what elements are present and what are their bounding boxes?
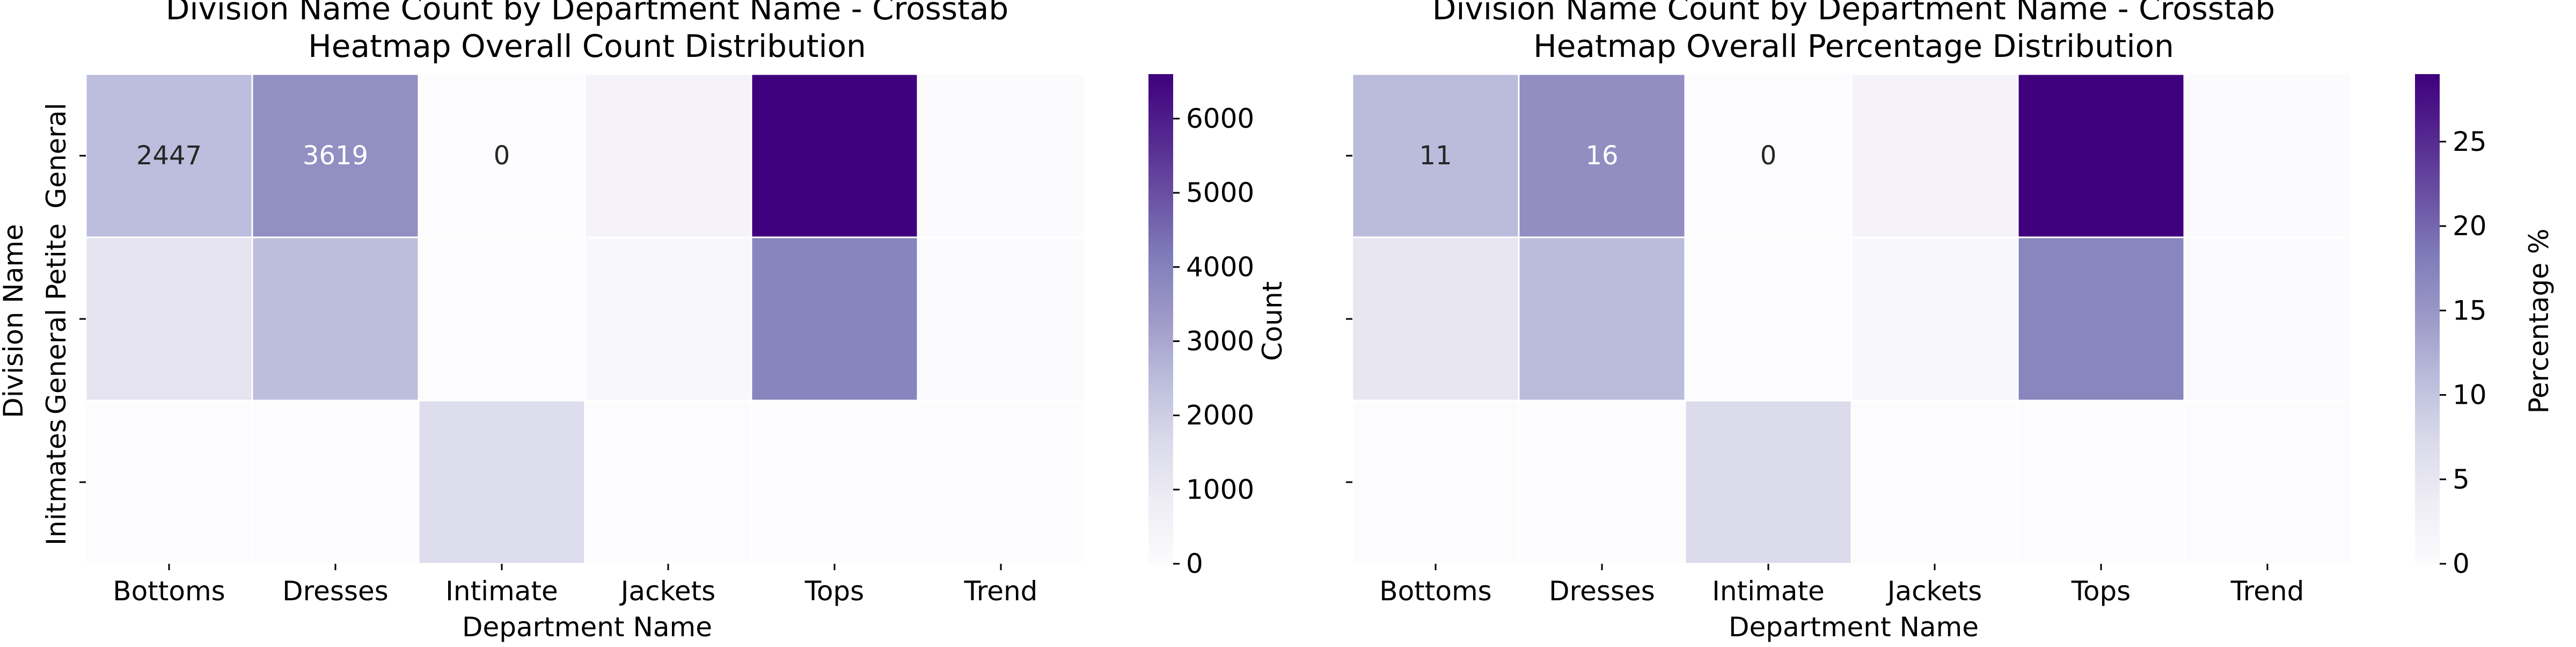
x-tick-label: Bottoms: [1379, 576, 1491, 607]
heatmap-cell: [418, 73, 586, 238]
heatmap-percentage-panel: Division Name Count by Department Name -…: [1346, 0, 2555, 643]
chart-subtitle: Heatmap Overall Count Distribution: [308, 28, 866, 64]
colorbar-tick-label: 15: [2453, 295, 2487, 326]
x-axis-label: Department Name: [462, 612, 712, 643]
colorbar-tick-label: 3000: [1186, 325, 1254, 357]
heatmap-cell: [1518, 399, 1686, 565]
heatmap-cell: [584, 73, 752, 238]
heatmap-cell: [1351, 73, 1520, 238]
colorbar: 0 1000 2000 3000 4000 5000 6000: [1148, 74, 1254, 579]
x-tick-label: Bottoms: [113, 576, 225, 607]
heatmap-cell: [1684, 399, 1853, 565]
heatmap-cell: [418, 236, 586, 402]
heatmap-cell: [1351, 399, 1520, 565]
heatmap-cell: [1684, 236, 1853, 402]
x-tick-label: Tops: [2071, 576, 2131, 607]
colorbar-tick-label: 0: [1186, 548, 1203, 579]
x-tick-label: Intimate: [1712, 576, 1825, 607]
heatmap-cell: [1351, 236, 1520, 402]
cell-value-label: 0: [494, 141, 510, 171]
heatmap-cells: 2447 3619 0: [85, 73, 1085, 565]
chart-title: Division Name Count by Department Name -…: [1432, 0, 2275, 27]
colorbar-tick-label: 2000: [1186, 400, 1254, 431]
heatmap-cell: [2017, 236, 2185, 402]
heatmap-cell: [750, 399, 919, 565]
heatmap-cell: [584, 236, 752, 402]
heatmap-cell: [2183, 73, 2352, 238]
y-tick-label: Initmates: [41, 419, 72, 546]
heatmap-cell: [251, 399, 420, 565]
colorbar-label: Percentage %: [2523, 229, 2555, 414]
cell-value-label: 3619: [303, 141, 368, 171]
heatmap-count-panel: Division Name Count by Department Name -…: [0, 0, 1288, 643]
x-tick-label: Trend: [2230, 576, 2304, 607]
x-tick-label: Intimate: [445, 576, 558, 607]
colorbar: 0 5 10 15 20 25: [2415, 74, 2487, 579]
colorbar-tick-label: 25: [2453, 126, 2487, 157]
heatmap-cell: [418, 399, 586, 565]
x-tick-label: Trend: [964, 576, 1038, 607]
colorbar-gradient: [1148, 74, 1173, 564]
heatmap-cell: [750, 73, 919, 238]
y-axis-ticks: [1346, 155, 1352, 483]
x-tick-label: Dresses: [1549, 576, 1655, 607]
x-tick-label: Tops: [804, 576, 864, 607]
x-tick-label: Jackets: [619, 576, 715, 607]
colorbar-tick-label: 20: [2453, 210, 2487, 242]
x-axis-label: Department Name: [1729, 612, 1979, 643]
heatmap-cell: [2183, 399, 2352, 565]
colorbar-tick-label: 5: [2453, 464, 2470, 495]
x-axis-ticks: Bottoms Dresses Intimate Jackets Tops Trend: [113, 564, 1037, 607]
cell-value-label: 16: [1585, 141, 1618, 171]
heatmap-cell: [1850, 236, 2019, 402]
colorbar-tick-label: 0: [2453, 548, 2470, 579]
heatmap-cell: [1518, 236, 1686, 402]
x-tick-label: Jackets: [1886, 576, 1982, 607]
colorbar-tick-label: 1000: [1186, 474, 1254, 505]
x-axis-ticks: Bottoms Dresses Intimate Jackets Tops Trend: [1379, 564, 2304, 607]
heatmap-cell: [1518, 73, 1686, 238]
heatmap-cell: [251, 73, 420, 238]
heatmap-cell: [584, 399, 752, 565]
colorbar-tick-label: 10: [2453, 380, 2487, 411]
y-axis-label: Division Name: [0, 224, 29, 418]
colorbar-tick-label: 5000: [1186, 177, 1254, 208]
y-tick-label: General Petite: [41, 223, 72, 415]
heatmap-cell: [2183, 236, 2352, 402]
heatmap-cell: [1850, 399, 2019, 565]
heatmap-cell: [251, 236, 420, 402]
heatmap-cell: [1684, 73, 1853, 238]
colorbar-label: Count: [1257, 281, 1288, 361]
heatmap-cell: [917, 73, 1085, 238]
heatmap-cell: [2017, 399, 2185, 565]
heatmap-cell: [917, 236, 1085, 402]
heatmap-cell: [750, 236, 919, 402]
heatmap-cell: [2017, 73, 2185, 238]
heatmap-cells: 11 16 0: [1351, 73, 2352, 565]
heatmap-cell: [85, 236, 253, 402]
cell-value-label: 2447: [136, 141, 202, 171]
y-tick-label: General: [41, 103, 72, 208]
cell-value-label: 0: [1760, 141, 1777, 171]
x-tick-label: Dresses: [282, 576, 389, 607]
heatmap-cell: [85, 399, 253, 565]
colorbar-tick-label: 6000: [1186, 103, 1254, 134]
y-axis-ticks: General General Petite Initmates: [41, 103, 86, 546]
chart-title: Division Name Count by Department Name -…: [166, 0, 1008, 27]
cell-value-label: 11: [1419, 141, 1452, 171]
heatmap-cell: [1850, 73, 2019, 238]
heatmap-cell: [85, 73, 253, 238]
colorbar-gradient: [2415, 74, 2440, 564]
colorbar-tick-label: 4000: [1186, 251, 1254, 282]
chart-subtitle: Heatmap Overall Percentage Distribution: [1533, 28, 2174, 64]
heatmap-cell: [917, 399, 1085, 565]
